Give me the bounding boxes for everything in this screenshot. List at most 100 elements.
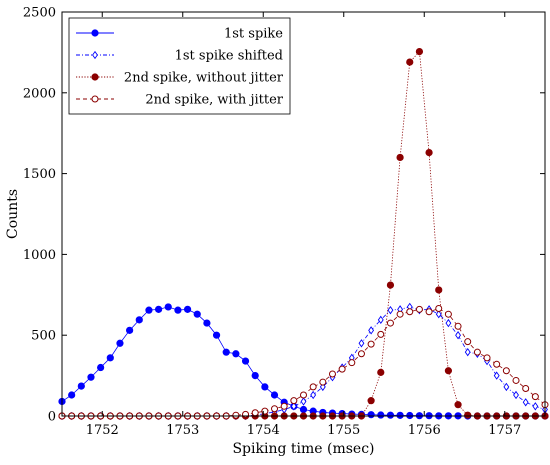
data-point bbox=[271, 405, 279, 413]
data-point bbox=[367, 397, 375, 405]
x-tick-label: 1753 bbox=[166, 423, 199, 438]
data-point bbox=[415, 305, 423, 313]
data-point bbox=[299, 405, 308, 414]
data-point bbox=[251, 409, 259, 417]
data-point bbox=[435, 286, 443, 294]
data-point bbox=[310, 390, 317, 400]
y-tick-label: 2000 bbox=[23, 86, 56, 101]
data-point bbox=[87, 373, 95, 381]
data-point bbox=[368, 326, 375, 335]
data-point bbox=[358, 339, 365, 348]
data-point bbox=[386, 281, 395, 289]
data-point bbox=[454, 322, 462, 330]
data-point bbox=[145, 306, 153, 314]
data-point bbox=[183, 305, 192, 313]
data-point bbox=[396, 310, 404, 318]
y-tick-label: 0 bbox=[48, 410, 56, 425]
y-axis-label: Counts bbox=[5, 189, 21, 239]
data-point bbox=[68, 391, 76, 399]
data-point bbox=[406, 308, 414, 316]
plot-frame bbox=[61, 11, 546, 417]
data-point bbox=[328, 370, 336, 378]
data-point bbox=[97, 363, 105, 372]
data-point bbox=[319, 378, 327, 386]
legend-box bbox=[68, 17, 291, 115]
y-tick-label: 500 bbox=[31, 329, 56, 344]
x-tick-label: 1755 bbox=[327, 423, 360, 438]
data-point bbox=[396, 153, 404, 162]
data-point bbox=[464, 347, 471, 357]
data-point bbox=[357, 350, 365, 358]
data-point bbox=[377, 368, 385, 376]
data-point bbox=[386, 319, 394, 327]
legend-swatch-marker bbox=[91, 95, 99, 103]
data-point bbox=[445, 318, 452, 328]
data-point bbox=[300, 391, 307, 399]
data-point bbox=[77, 382, 85, 390]
data-point bbox=[464, 411, 472, 419]
data-point bbox=[174, 306, 182, 314]
data-point bbox=[493, 360, 501, 368]
legend: 1st spike 1st spike shifted 2nd spike, wit… bbox=[68, 17, 291, 115]
data-point bbox=[415, 47, 424, 56]
data-point bbox=[348, 359, 356, 367]
data-point bbox=[396, 411, 404, 419]
data-point bbox=[483, 354, 491, 362]
data-point bbox=[377, 315, 384, 325]
data-point bbox=[261, 383, 269, 391]
x-axis-label: Spiking time (msec) bbox=[232, 441, 374, 457]
legend-label: 1st spike bbox=[224, 27, 283, 42]
data-point bbox=[270, 391, 279, 399]
data-point bbox=[377, 330, 385, 338]
data-point bbox=[106, 354, 114, 362]
data-point bbox=[531, 393, 539, 401]
data-point bbox=[155, 305, 163, 313]
data-point bbox=[502, 367, 510, 375]
data-point bbox=[425, 148, 433, 157]
data-point bbox=[473, 348, 481, 356]
data-point bbox=[367, 411, 375, 419]
data-point bbox=[135, 316, 143, 324]
data-point bbox=[300, 397, 307, 406]
data-point bbox=[406, 58, 414, 66]
legend-entry-3: 2nd spike, without jitter bbox=[76, 71, 284, 86]
data-point bbox=[164, 303, 172, 311]
data-point bbox=[193, 310, 201, 318]
data-point bbox=[425, 308, 433, 316]
data-point bbox=[222, 348, 230, 356]
legend-label: 2nd spike, with jitter bbox=[145, 93, 283, 108]
x-tick-label: 1752 bbox=[86, 423, 119, 438]
legend-swatch-marker bbox=[92, 50, 98, 60]
data-point bbox=[232, 350, 240, 358]
y-tick-label: 2500 bbox=[23, 6, 56, 21]
data-point bbox=[386, 411, 395, 419]
data-point bbox=[503, 382, 510, 392]
data-point bbox=[203, 319, 211, 327]
data-point bbox=[387, 305, 394, 315]
data-point bbox=[251, 372, 259, 380]
data-point bbox=[455, 331, 461, 340]
data-point bbox=[532, 402, 539, 411]
data-point bbox=[290, 402, 297, 411]
legend-entry-2: 1st spike shifted bbox=[76, 49, 283, 64]
legend-swatch-marker bbox=[91, 73, 99, 81]
legend-label: 1st spike shifted bbox=[175, 49, 283, 64]
y-tick-label: 1000 bbox=[23, 248, 56, 263]
data-point bbox=[522, 385, 530, 393]
data-point bbox=[280, 402, 288, 410]
data-point bbox=[309, 383, 317, 391]
data-point bbox=[512, 376, 520, 384]
data-point bbox=[522, 398, 529, 407]
data-point bbox=[464, 338, 472, 346]
data-point bbox=[493, 371, 500, 380]
data-point bbox=[338, 365, 346, 373]
data-point bbox=[126, 326, 134, 334]
legend-label: 2nd spike, without jitter bbox=[124, 71, 284, 86]
data-point bbox=[513, 390, 519, 400]
data-point bbox=[435, 310, 442, 319]
data-point bbox=[377, 411, 385, 419]
series-4 bbox=[58, 305, 549, 420]
x-tick-label: 1757 bbox=[488, 423, 521, 438]
